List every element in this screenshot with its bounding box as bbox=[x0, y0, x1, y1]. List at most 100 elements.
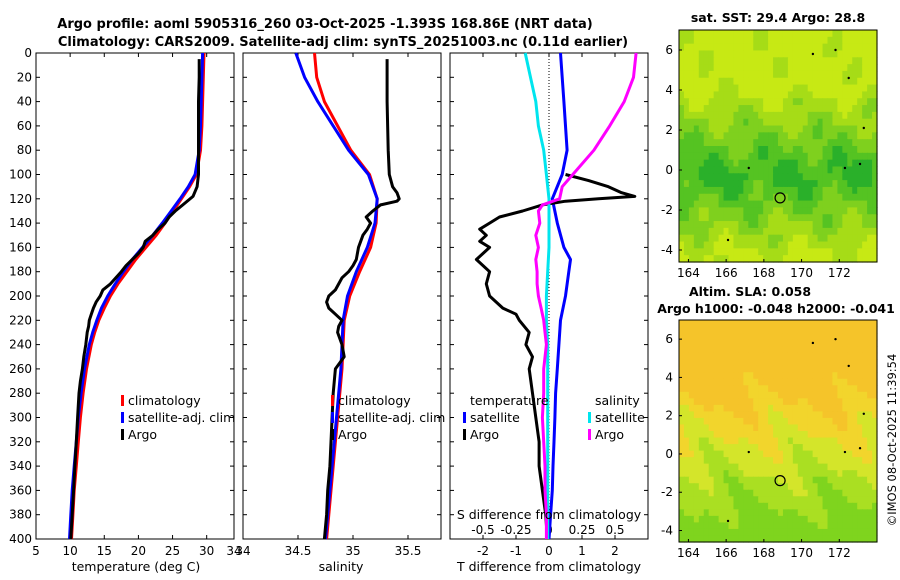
map-cell bbox=[683, 359, 690, 367]
map-cell bbox=[698, 326, 705, 334]
map-cell bbox=[817, 496, 824, 504]
depth-tick-label: 360 bbox=[9, 483, 32, 497]
map-cell bbox=[867, 125, 873, 133]
map-cell bbox=[852, 173, 858, 181]
map-cell bbox=[847, 359, 853, 367]
map-cell bbox=[857, 359, 863, 367]
map-cell bbox=[787, 437, 794, 445]
map-cell bbox=[802, 417, 809, 426]
map-cell bbox=[679, 221, 685, 229]
map-cell bbox=[728, 77, 735, 86]
map-cell bbox=[812, 476, 819, 484]
map-cell bbox=[867, 535, 873, 543]
map-cell bbox=[867, 186, 873, 195]
map-cell bbox=[792, 444, 799, 452]
map-cell bbox=[822, 221, 829, 229]
map-cell bbox=[708, 411, 715, 419]
map-cell bbox=[698, 111, 705, 120]
depth-tick-label: 20 bbox=[17, 70, 32, 84]
map-cell bbox=[753, 483, 759, 491]
map-cell bbox=[693, 70, 700, 79]
map-cell bbox=[872, 528, 878, 537]
map-cell bbox=[708, 111, 715, 120]
map-cell bbox=[753, 528, 759, 537]
map-cell bbox=[733, 398, 739, 406]
sal-legend-swatch bbox=[331, 395, 334, 406]
map-cell bbox=[708, 180, 715, 188]
map-cell bbox=[688, 450, 695, 458]
map-cell bbox=[708, 159, 715, 168]
map-cell bbox=[738, 91, 744, 99]
map-cell bbox=[797, 378, 804, 386]
map-cell bbox=[748, 489, 754, 497]
map-cell bbox=[718, 417, 725, 426]
map-cell bbox=[857, 105, 863, 113]
map-cell bbox=[837, 346, 843, 354]
map-cell bbox=[728, 489, 735, 497]
map-cell bbox=[693, 515, 700, 524]
map-cell bbox=[832, 404, 838, 413]
x-tick-label: -1 bbox=[510, 544, 522, 558]
map-cell bbox=[827, 241, 834, 249]
map-cell bbox=[723, 118, 730, 127]
s-tick-label: -0.5 bbox=[471, 523, 494, 537]
map-cell bbox=[718, 248, 725, 256]
map-cell bbox=[683, 450, 690, 458]
map-cell bbox=[738, 444, 744, 452]
map-cell bbox=[872, 200, 878, 209]
map-cell bbox=[723, 77, 730, 86]
map-cell bbox=[847, 522, 853, 530]
map-cell bbox=[847, 36, 853, 45]
map-cell bbox=[862, 227, 868, 236]
map-cell bbox=[817, 180, 824, 188]
map-cell bbox=[728, 221, 735, 229]
map-cell bbox=[698, 173, 705, 181]
map-cell bbox=[758, 214, 764, 222]
map-cell bbox=[768, 139, 774, 147]
map-cell bbox=[693, 522, 700, 530]
map-cell bbox=[822, 193, 829, 202]
map-cell bbox=[753, 489, 759, 497]
map-cell bbox=[797, 214, 804, 222]
map-cell bbox=[748, 57, 754, 65]
map-cell bbox=[733, 339, 739, 347]
map-cell bbox=[802, 70, 809, 79]
map-cell bbox=[807, 207, 814, 215]
map-cell bbox=[748, 417, 754, 426]
map-cell bbox=[713, 535, 720, 543]
map-cell bbox=[802, 359, 809, 367]
map-cell bbox=[713, 173, 720, 181]
map-cell bbox=[847, 320, 853, 328]
map-cell bbox=[792, 234, 799, 243]
map-cell bbox=[743, 476, 749, 484]
map-cell bbox=[847, 339, 853, 347]
map-cell bbox=[748, 404, 754, 413]
map-cell bbox=[703, 70, 710, 79]
map-cell bbox=[753, 502, 759, 510]
map-cell bbox=[778, 431, 784, 439]
map-cell bbox=[723, 30, 730, 38]
map-cell bbox=[743, 57, 749, 65]
map-cell bbox=[802, 43, 809, 52]
map-cell bbox=[872, 515, 878, 524]
map-cell bbox=[872, 535, 878, 543]
map-cell bbox=[778, 378, 784, 386]
map-cell bbox=[743, 437, 749, 445]
map-cell bbox=[802, 139, 809, 147]
map-cell bbox=[827, 214, 834, 222]
map-cell bbox=[688, 476, 695, 484]
map-cell bbox=[778, 50, 784, 58]
map-cell bbox=[837, 173, 843, 181]
map-cell bbox=[743, 146, 749, 154]
map-cell bbox=[842, 200, 848, 209]
map-cell bbox=[782, 173, 789, 181]
map-cell bbox=[693, 528, 700, 537]
map-cell bbox=[842, 352, 848, 360]
map-cell bbox=[797, 431, 804, 439]
map-cell bbox=[748, 470, 754, 478]
map-cell bbox=[738, 509, 744, 517]
map-cell bbox=[679, 125, 685, 133]
map-cell bbox=[723, 105, 730, 113]
map-cell bbox=[792, 391, 799, 399]
map-cell bbox=[787, 248, 794, 256]
